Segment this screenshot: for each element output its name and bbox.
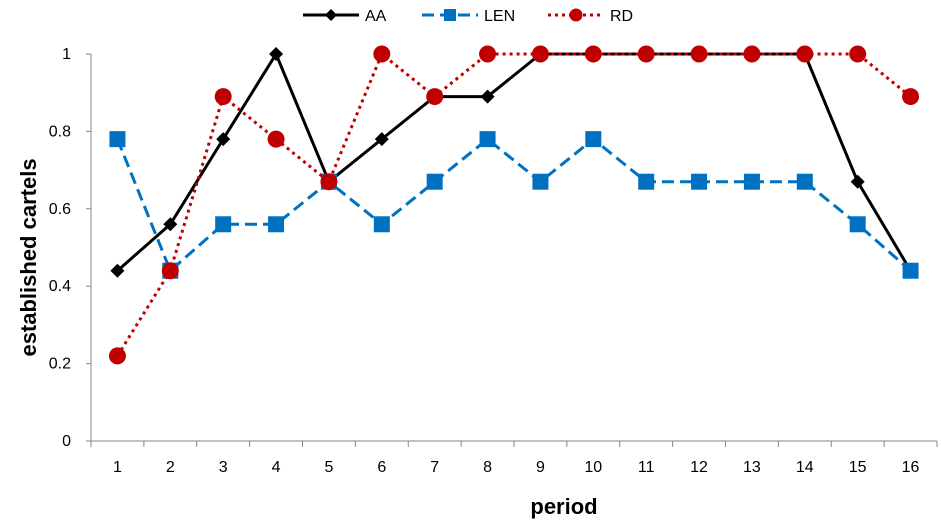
point-rd xyxy=(849,45,867,63)
series-aa xyxy=(110,47,918,278)
legend-label-rd: RD xyxy=(610,8,633,25)
point-len xyxy=(479,131,496,148)
point-rd xyxy=(637,45,655,63)
x-tick-label: 14 xyxy=(796,459,814,476)
point-aa xyxy=(216,132,231,147)
x-tick-label: 12 xyxy=(690,459,708,476)
x-tick-label: 11 xyxy=(638,459,655,476)
x-tick-label: 1 xyxy=(113,459,122,476)
point-len xyxy=(849,216,866,233)
legend-marker-rd xyxy=(569,8,583,22)
x-tick-label: 16 xyxy=(902,459,920,476)
x-tick-label: 4 xyxy=(272,459,281,476)
legend-marker-len xyxy=(444,9,456,21)
legend-marker-aa xyxy=(325,9,337,21)
point-rd xyxy=(479,45,497,63)
point-len xyxy=(691,173,708,190)
x-tick-label: 3 xyxy=(219,459,228,476)
point-aa xyxy=(269,47,284,61)
legend-label-len: LEN xyxy=(484,8,515,25)
x-tick-label: 2 xyxy=(166,459,175,476)
point-rd xyxy=(373,45,391,63)
point-len xyxy=(532,173,549,190)
point-aa xyxy=(110,263,125,278)
x-tick-label: 15 xyxy=(849,459,867,476)
y-tick-label: 0.6 xyxy=(49,201,71,218)
point-len xyxy=(109,131,126,148)
x-tick-label: 10 xyxy=(584,459,602,476)
point-len xyxy=(373,216,390,233)
point-rd xyxy=(743,45,761,63)
point-rd xyxy=(796,45,814,63)
series-layer xyxy=(108,45,920,365)
series-len xyxy=(109,131,919,279)
y-tick-label: 0.8 xyxy=(49,123,71,140)
y-tick-label: 0 xyxy=(62,433,71,450)
point-len xyxy=(268,216,285,233)
y-axis-title: established cartels xyxy=(16,158,41,356)
point-rd xyxy=(267,130,285,148)
x-tick-label: 5 xyxy=(324,459,333,476)
axes xyxy=(90,54,937,442)
point-aa xyxy=(850,174,865,189)
legend-label-aa: AA xyxy=(365,8,387,25)
y-axis-ticks: 0 0.2 0.4 0.6 0.8 1 xyxy=(49,46,91,450)
series-line-len xyxy=(116,137,912,274)
legend-item-aa: AA xyxy=(303,8,387,25)
point-rd xyxy=(902,88,920,106)
legend-item-len: LEN xyxy=(422,8,515,25)
x-tick-label: 8 xyxy=(483,459,492,476)
series-line-aa xyxy=(116,50,912,272)
legend: AA LEN RD xyxy=(303,8,633,25)
point-rd xyxy=(320,173,338,191)
point-len xyxy=(743,173,760,190)
x-axis-ticks: 1 2 3 4 5 6 7 8 9 10 11 12 13 14 15 16 xyxy=(90,441,938,476)
point-len xyxy=(902,262,919,279)
point-rd xyxy=(108,347,126,365)
point-len xyxy=(215,216,232,233)
point-rd xyxy=(531,45,549,63)
point-aa xyxy=(480,89,495,104)
x-tick-label: 9 xyxy=(536,459,545,476)
point-rd xyxy=(426,88,444,106)
point-aa xyxy=(374,132,389,147)
point-len xyxy=(585,131,602,148)
point-rd xyxy=(161,262,179,280)
legend-item-rd: RD xyxy=(548,8,633,25)
series-line-rd xyxy=(116,51,912,357)
point-len xyxy=(426,173,443,190)
y-tick-label: 0.4 xyxy=(49,278,71,295)
series-rd xyxy=(108,45,920,365)
point-rd xyxy=(690,45,708,63)
point-len xyxy=(796,173,813,190)
point-aa xyxy=(163,217,178,232)
y-tick-label: 1 xyxy=(62,46,71,63)
x-tick-label: 13 xyxy=(743,459,761,476)
point-len xyxy=(638,173,655,190)
y-tick-label: 0.2 xyxy=(49,356,71,373)
x-tick-label: 7 xyxy=(430,459,439,476)
point-rd xyxy=(584,45,602,63)
x-tick-label: 6 xyxy=(377,459,386,476)
x-axis-title: period xyxy=(530,494,597,519)
point-rd xyxy=(214,88,232,106)
